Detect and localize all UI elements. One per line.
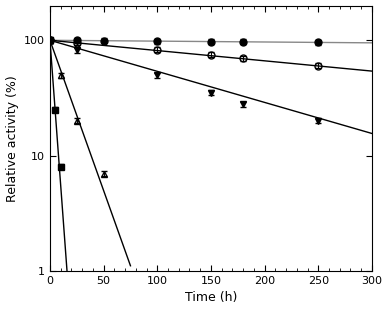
Y-axis label: Relative activity (%): Relative activity (%) (5, 75, 19, 202)
X-axis label: Time (h): Time (h) (185, 291, 237, 304)
